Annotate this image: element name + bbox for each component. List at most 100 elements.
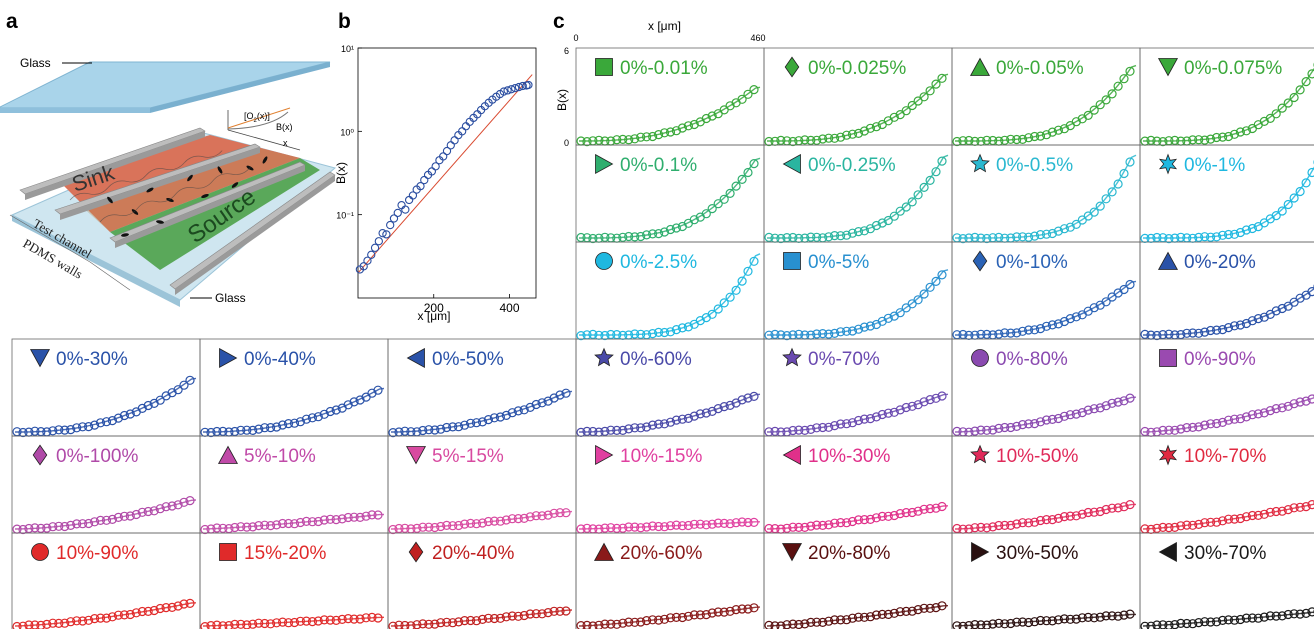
data-point [454, 422, 464, 432]
data-point [1152, 330, 1162, 341]
panel-b: b 200 400 10⁻¹ 10⁰ 10¹ B(x) x [μm] [334, 10, 537, 323]
data-point [483, 516, 493, 527]
panel-b-data [355, 74, 533, 274]
data-point [925, 504, 935, 514]
data-point [901, 606, 911, 617]
data-point [1253, 613, 1263, 623]
data-point [513, 513, 523, 524]
data-point [871, 610, 882, 620]
channel-outline-1 [9, 214, 91, 263]
data-point [489, 516, 499, 526]
data-point [266, 423, 276, 433]
data-point [764, 232, 774, 242]
panel-b-fit-line [357, 74, 533, 274]
data-point [853, 515, 864, 525]
data-point [471, 519, 482, 529]
data-point [1211, 325, 1222, 335]
data-point [770, 523, 780, 534]
data-point [931, 602, 941, 613]
data-point [1047, 414, 1058, 424]
data-point [549, 508, 559, 518]
fit-curve [767, 73, 949, 142]
subpanel: 0%-0.01% [575, 47, 765, 147]
data-point [1205, 232, 1216, 242]
data-point [618, 618, 628, 628]
data-point [1301, 608, 1311, 619]
data-point [1053, 413, 1064, 424]
data-point [307, 517, 317, 527]
data-point [889, 608, 899, 618]
data-point [313, 412, 323, 422]
data-point [1083, 405, 1093, 415]
legend-marker-triangle-up [593, 542, 615, 561]
data-point [612, 135, 622, 145]
data-point [337, 514, 347, 524]
panel-b-point [439, 152, 448, 161]
data-point [1182, 618, 1192, 629]
data-point [1125, 393, 1135, 403]
data-point [1000, 422, 1010, 433]
data-point [289, 617, 300, 628]
data-point [107, 514, 118, 525]
data-point [1211, 132, 1222, 143]
data-point [1295, 609, 1305, 619]
data-point [66, 425, 76, 435]
data-point [1194, 135, 1204, 145]
data-point [1205, 325, 1216, 336]
data-point [818, 422, 828, 433]
data-point [179, 380, 189, 390]
data-point [95, 515, 106, 526]
fit-curve [954, 503, 1137, 530]
data-point [1217, 230, 1228, 240]
data-point [1017, 518, 1028, 528]
data-point [695, 519, 705, 529]
data-point [859, 514, 870, 525]
data-point [1012, 232, 1022, 242]
data-point [1017, 617, 1028, 627]
data-point [1101, 194, 1111, 204]
data-point [1307, 69, 1314, 79]
subpanel: 0%-20% [1139, 241, 1314, 341]
subpanel: 0%-100% [11, 435, 201, 535]
data-point [1241, 225, 1252, 235]
data-point [448, 618, 458, 628]
o2-profile-line [227, 107, 291, 129]
data-point [1146, 135, 1156, 145]
data-point [731, 518, 741, 528]
data-point [501, 612, 511, 622]
data-point [155, 504, 165, 514]
subpanel: 10%-70% [1139, 435, 1314, 535]
data-point [988, 425, 998, 435]
data-point [683, 611, 694, 621]
data-point [24, 523, 34, 534]
legend-marker-triangle-up [1157, 251, 1179, 270]
data-point [913, 604, 923, 615]
data-point [689, 519, 699, 529]
data-point [743, 167, 753, 178]
data-point [964, 621, 974, 629]
data-point [272, 422, 282, 432]
panel-b-point [442, 146, 452, 156]
data-point [1083, 110, 1093, 121]
data-point [1035, 131, 1046, 141]
data-point [636, 231, 646, 242]
data-point [278, 617, 288, 627]
data-point [125, 511, 135, 521]
data-point [1041, 229, 1052, 239]
x-label: x [283, 138, 288, 148]
subpanel-label: 0%-100% [56, 446, 138, 467]
data-point [1247, 613, 1258, 623]
panel-c-grid: 0%-0.01% 0%-0.025% 0%-0.05% 0%-0.075% 0%-0.1… [11, 47, 1314, 629]
data-point [859, 612, 870, 622]
panel-b-ytick-label: 10⁻¹ [336, 211, 354, 221]
data-point [230, 426, 240, 437]
data-point [430, 425, 440, 435]
data-point [653, 615, 664, 625]
data-point [653, 130, 664, 140]
legend-marker-triangle-down [405, 446, 427, 465]
data-point [307, 413, 317, 423]
data-point [173, 601, 183, 611]
data-point [367, 510, 377, 520]
data-point [1071, 312, 1081, 322]
